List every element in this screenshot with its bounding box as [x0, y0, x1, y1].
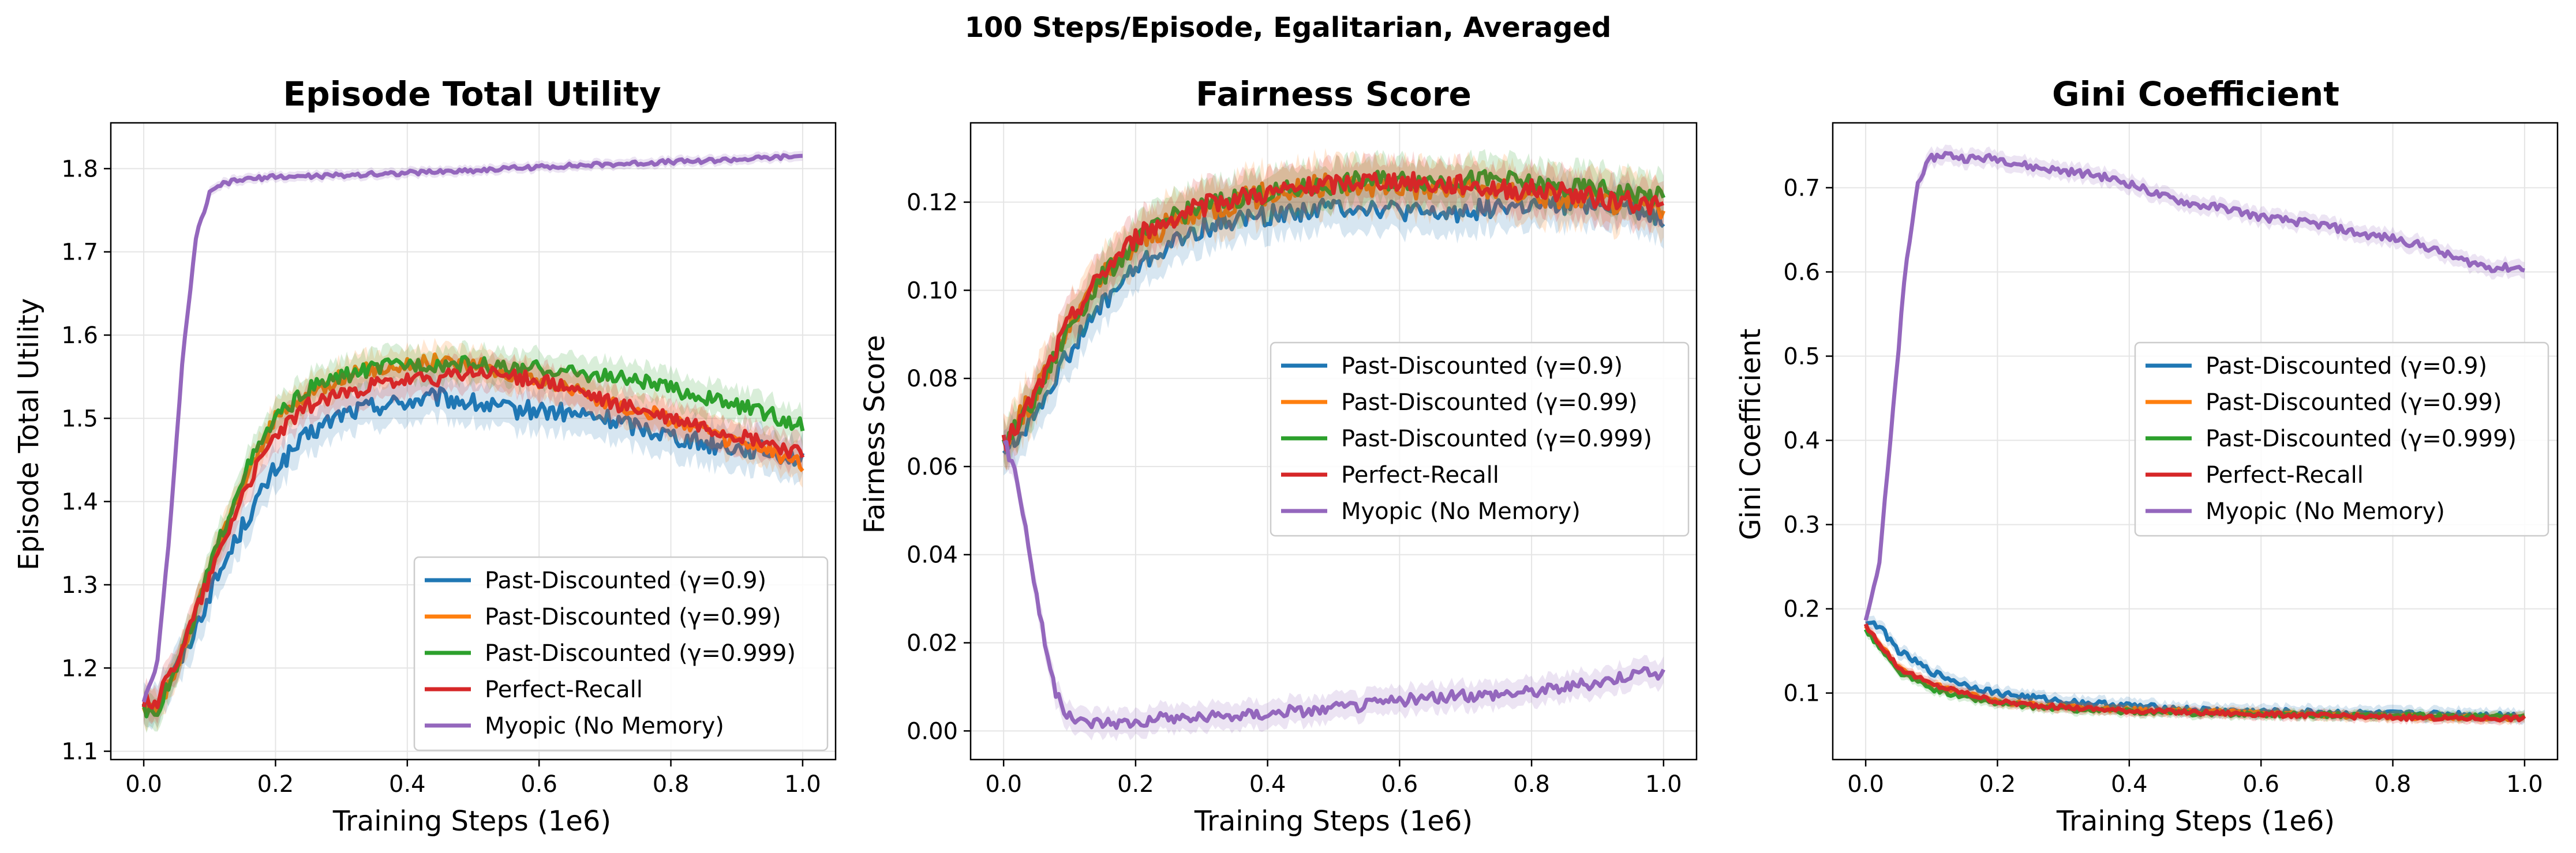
plot-frame [110, 122, 837, 761]
panel-title: Episode Total Utility [283, 74, 661, 114]
y-tick-label: 1.5 [61, 405, 98, 432]
y-tick-label: 0.2 [1783, 596, 1820, 623]
band-past-discounted-gamma-0-99 [1866, 621, 2525, 726]
legend-label: Myopic (No Memory) [1341, 498, 1581, 525]
x-tick-label: 1.0 [1645, 771, 1682, 798]
y-tick-label: 0.1 [1783, 681, 1820, 707]
x-tick-label: 0.0 [985, 771, 1022, 798]
series-line-past-discounted-gamma-0-9 [142, 386, 805, 712]
x-tick-label: 0.4 [2111, 771, 2148, 798]
x-tick-label: 0.4 [389, 771, 426, 798]
x-axis-label: Training Steps (1e6) [2056, 805, 2335, 837]
legend: Past-Discounted (γ=0.9) Past-Discounted (… [413, 556, 829, 751]
legend-label: Past-Discounted (γ=0.9) [485, 568, 766, 594]
series-line-past-discounted-gamma-0-999 [141, 355, 805, 719]
band-past-discounted-gamma-0-9 [144, 367, 803, 730]
y-tick-label: 1.3 [61, 572, 98, 599]
y-tick-label: 1.8 [61, 156, 98, 182]
x-tick-label: 0.8 [2375, 771, 2412, 798]
panel-episode-total-utility: Episode Total Utility Training Steps (1e… [13, 74, 837, 837]
x-axis-label: Training Steps (1e6) [1194, 805, 1473, 837]
x-tick-label: 0.6 [2242, 771, 2279, 798]
legend-label: Past-Discounted (γ=0.999) [1341, 426, 1652, 452]
legend-label: Past-Discounted (γ=0.999) [2206, 426, 2517, 452]
y-tick-label: 0.02 [907, 630, 958, 657]
legend-box [413, 556, 829, 751]
series-line-perfect-recall [1001, 171, 1664, 452]
x-tick-label: 0.0 [1847, 771, 1884, 798]
grid [111, 123, 836, 760]
figure-title: 100 Steps/Episode, Egalitarian, Averaged [965, 12, 1611, 44]
legend-label: Perfect-Recall [2206, 462, 2364, 488]
x-tick-label: 0.6 [1381, 771, 1418, 798]
legend-label: Perfect-Recall [1341, 462, 1499, 488]
y-tick-label: 0.04 [907, 542, 958, 569]
plot-frame [969, 122, 1698, 761]
legend-label: Myopic (No Memory) [2206, 498, 2445, 525]
legend: Past-Discounted (γ=0.9) Past-Discounted (… [1270, 341, 1690, 537]
x-tick-label: 1.0 [784, 771, 821, 798]
x-tick-label: 0.2 [1117, 771, 1154, 798]
x-tick-label: 0.4 [1249, 771, 1286, 798]
band-myopic-no-memory [1004, 429, 1664, 742]
y-tick-label: 0.12 [907, 190, 958, 216]
x-tick-label: 1.0 [2506, 771, 2543, 798]
y-tick-label: 0.10 [907, 277, 958, 304]
x-tick-label: 0.2 [1979, 771, 2016, 798]
panel-gini-coefficient: Gini Coefficient Training Steps (1e6) Gi… [1735, 74, 2559, 837]
y-axis-label: Gini Coefficient [1735, 329, 1767, 540]
y-tick-label: 0.3 [1783, 512, 1820, 539]
legend-label: Myopic (No Memory) [485, 713, 724, 739]
y-tick-label: 1.1 [61, 739, 98, 765]
panel-fairness-score: Fairness Score Training Steps (1e6) Fair… [859, 74, 1698, 837]
y-tick-label: 0.4 [1783, 428, 1820, 454]
y-axis-label: Episode Total Utility [13, 298, 45, 570]
y-tick-label: 1.4 [61, 489, 98, 516]
legend-label: Past-Discounted (γ=0.99) [1341, 389, 1638, 416]
band-perfect-recall [1866, 619, 2525, 726]
x-axis-label: Training Steps (1e6) [332, 805, 611, 837]
band-past-discounted-gamma-0-999 [1004, 149, 1664, 471]
series-line-perfect-recall [141, 366, 805, 710]
legend-label: Past-Discounted (γ=0.9) [1341, 353, 1623, 379]
x-tick-label: 0.8 [653, 771, 690, 798]
series-line-myopic-no-memory [1002, 439, 1665, 730]
x-tick-label: 0.0 [125, 771, 162, 798]
y-tick-label: 0.06 [907, 454, 958, 480]
legend-box [1270, 341, 1690, 537]
legend-label: Perfect-Recall [485, 677, 643, 703]
series-line-myopic-no-memory [141, 153, 803, 703]
legend-label: Past-Discounted (γ=0.999) [485, 640, 796, 667]
band-past-discounted-gamma-0-999 [1866, 624, 2525, 724]
y-tick-label: 1.7 [61, 239, 98, 266]
legend-label: Past-Discounted (γ=0.9) [2206, 353, 2487, 379]
y-axis-label: Fairness Score [859, 335, 891, 534]
y-tick-label: 1.6 [61, 322, 98, 349]
y-tick-label: 0.08 [907, 366, 958, 392]
y-tick-label: 0.6 [1783, 259, 1820, 285]
series-line-past-discounted-gamma-0-999 [1863, 628, 2525, 721]
legend-label: Past-Discounted (γ=0.99) [2206, 389, 2502, 416]
series-line-myopic-no-memory [1863, 151, 2525, 621]
plot-frame [1832, 122, 2559, 761]
x-tick-label: 0.6 [521, 771, 557, 798]
y-tick-label: 0.00 [907, 718, 958, 745]
panel-title: Fairness Score [1196, 74, 1472, 114]
legend: Past-Discounted (γ=0.9) Past-Discounted (… [2134, 341, 2549, 537]
y-tick-label: 0.5 [1783, 344, 1820, 370]
series-line-perfect-recall [1863, 623, 2526, 723]
y-tick-label: 0.7 [1783, 175, 1820, 201]
y-tick-label: 1.2 [61, 655, 98, 682]
band-perfect-recall [1004, 151, 1664, 472]
legend-box [2134, 341, 2549, 537]
legend-label: Past-Discounted (γ=0.99) [485, 604, 781, 630]
x-tick-label: 0.8 [1513, 771, 1550, 798]
panel-title: Gini Coefficient [2052, 74, 2339, 114]
x-tick-label: 0.2 [257, 771, 294, 798]
band-past-discounted-gamma-0-99 [1004, 148, 1664, 470]
